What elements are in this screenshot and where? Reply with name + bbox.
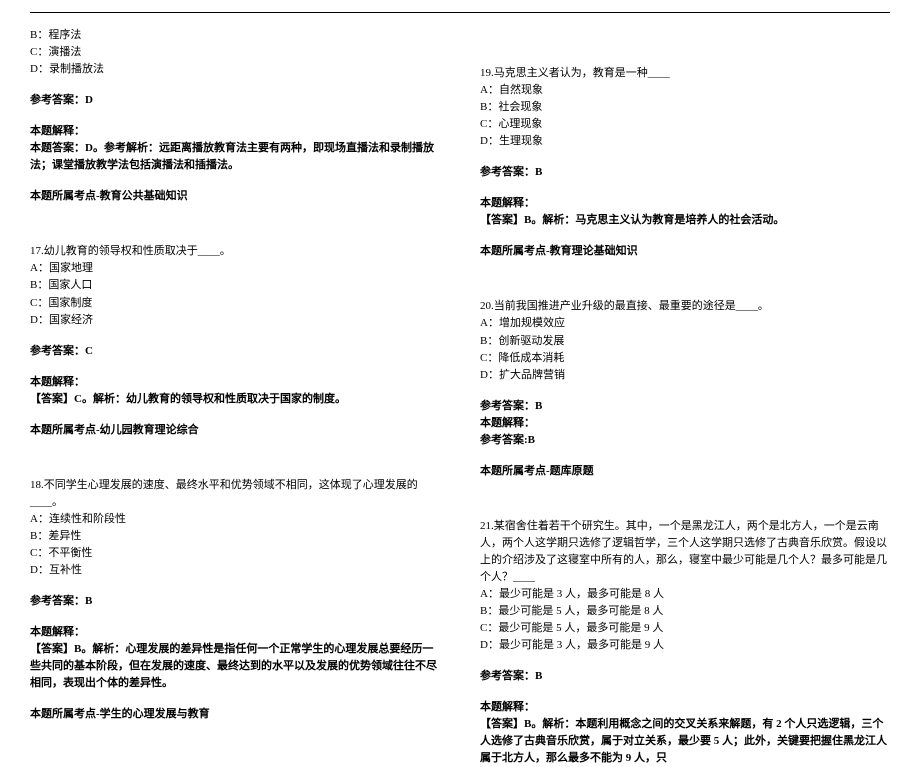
q17-option-b: B：国家人口 [30, 277, 440, 294]
q21-explanation: 本题解释： 【答案】B。解析：本题利用概念之间的交叉关系来解题，有 2 个人只选… [480, 699, 890, 767]
spacer [480, 494, 890, 518]
q21-option-a: A：最少可能是 3 人，最多可能是 8 人 [480, 586, 890, 603]
q20-option-d: D：扩大品牌营销 [480, 367, 890, 384]
two-column-layout: B：程序法 C：演播法 D：录制播放法 参考答案：D 本题解释： 本题答案：D。… [30, 27, 890, 767]
q18-stem: 18.不同学生心理发展的速度、最终水平和优势领域不相同，这体现了心理发展的___… [30, 477, 440, 511]
q17-option-c: C：国家制度 [30, 295, 440, 312]
option-b: B：程序法 [30, 27, 440, 44]
explanation-label: 本题解释： [480, 699, 890, 716]
spacer [30, 453, 440, 477]
q19-option-d: D：生理现象 [480, 133, 890, 150]
q17-point: 本题所属考点-幼儿园教育理论综合 [30, 422, 440, 439]
q20-option-a: A：增加规模效应 [480, 315, 890, 332]
q19-block: 19.马克思主义者认为，教育是一种____ A：自然现象 B：社会现象 C：心理… [480, 65, 890, 150]
q21-answer: 参考答案：B [480, 668, 890, 685]
explanation-text: 【答案】B。解析：心理发展的差异性是指任何一个正常学生的心理发展总要经历一些共同… [30, 641, 440, 692]
explanation-label: 本题解释： [30, 374, 440, 391]
spacer [30, 219, 440, 243]
q18-option-b: B：差异性 [30, 528, 440, 545]
q18-option-d: D：互补性 [30, 562, 440, 579]
q21-option-d: D：最少可能是 3 人，最多可能是 9 人 [480, 637, 890, 654]
option-c: C：演播法 [30, 44, 440, 61]
q19-point: 本题所属考点-教育理论基础知识 [480, 243, 890, 260]
explanation-label: 本题解释： [30, 123, 440, 140]
q19-answer: 参考答案：B [480, 164, 890, 181]
spacer [480, 51, 890, 65]
right-column: 19.马克思主义者认为，教育是一种____ A：自然现象 B：社会现象 C：心理… [480, 27, 890, 767]
q21-option-b: B：最少可能是 5 人，最多可能是 8 人 [480, 603, 890, 620]
q18-option-a: A：连续性和阶段性 [30, 511, 440, 528]
q21-option-c: C：最少可能是 5 人，最多可能是 9 人 [480, 620, 890, 637]
spacer [480, 27, 890, 51]
q18-block: 18.不同学生心理发展的速度、最终水平和优势领域不相同，这体现了心理发展的___… [30, 477, 440, 579]
prev-answer: 参考答案：D [30, 92, 440, 109]
q20-option-c: C：降低成本消耗 [480, 350, 890, 367]
spacer [480, 449, 890, 463]
prev-point: 本题所属考点-教育公共基础知识 [30, 188, 440, 205]
explanation-label: 本题解释： [480, 195, 890, 212]
q20-option-b: B：创新驱动发展 [480, 333, 890, 350]
page-root: B：程序法 C：演播法 D：录制播放法 参考答案：D 本题解释： 本题答案：D。… [0, 0, 920, 651]
q17-explanation: 本题解释： 【答案】C。解析：幼儿教育的领导权和性质取决于国家的制度。 [30, 374, 440, 408]
q21-block: 21.某宿舍住着若干个研究生。其中，一个是黑龙江人，两个是北方人，一个是云南人，… [480, 518, 890, 654]
q17-option-d: D：国家经济 [30, 312, 440, 329]
q20-block: 20.当前我国推进产业升级的最直接、最重要的途径是____。 A：增加规模效应 … [480, 298, 890, 383]
q19-stem: 19.马克思主义者认为，教育是一种____ [480, 65, 890, 82]
prev-explanation: 本题解释： 本题答案：D。参考解析：远距离播放教育法主要有两种，即现场直播法和录… [30, 123, 440, 174]
explanation-text: 【答案】B。解析：本题利用概念之间的交叉关系来解题，有 2 个人只选逻辑，三个人… [480, 716, 890, 767]
q21-stem: 21.某宿舍住着若干个研究生。其中，一个是黑龙江人，两个是北方人，一个是云南人，… [480, 518, 890, 586]
spacer [480, 274, 890, 298]
q19-option-a: A：自然现象 [480, 82, 890, 99]
q19-option-b: B：社会现象 [480, 99, 890, 116]
q20-answer-1: 参考答案：B [480, 398, 890, 415]
option-d: D：录制播放法 [30, 61, 440, 78]
q20-stem: 20.当前我国推进产业升级的最直接、最重要的途径是____。 [480, 298, 890, 315]
q17-option-a: A：国家地理 [30, 260, 440, 277]
q17-stem: 17.幼儿教育的领导权和性质取决于____。 [30, 243, 440, 260]
explanation-text: 【答案】C。解析：幼儿教育的领导权和性质取决于国家的制度。 [30, 391, 440, 408]
q20-answer-2: 参考答案:B [480, 432, 890, 449]
q19-explanation: 本题解释： 【答案】B。解析：马克思主义认为教育是培养人的社会活动。 [480, 195, 890, 229]
explanation-text: 本题答案：D。参考解析：远距离播放教育法主要有两种，即现场直播法和录制播放法；课… [30, 140, 440, 174]
q19-option-c: C：心理现象 [480, 116, 890, 133]
prev-question-tail: B：程序法 C：演播法 D：录制播放法 [30, 27, 440, 78]
q17-answer: 参考答案：C [30, 343, 440, 360]
explanation-text: 【答案】B。解析：马克思主义认为教育是培养人的社会活动。 [480, 212, 890, 229]
q18-option-c: C：不平衡性 [30, 545, 440, 562]
explanation-label: 本题解释： [30, 624, 440, 641]
left-column: B：程序法 C：演播法 D：录制播放法 参考答案：D 本题解释： 本题答案：D。… [30, 27, 440, 767]
q17-block: 17.幼儿教育的领导权和性质取决于____。 A：国家地理 B：国家人口 C：国… [30, 243, 440, 328]
top-rule [30, 12, 890, 13]
q18-point: 本题所属考点-学生的心理发展与教育 [30, 706, 440, 723]
q20-point: 本题所属考点-题库原题 [480, 463, 890, 480]
q20-expl-label: 本题解释： [480, 415, 890, 432]
q18-answer: 参考答案：B [30, 593, 440, 610]
q18-explanation: 本题解释： 【答案】B。解析：心理发展的差异性是指任何一个正常学生的心理发展总要… [30, 624, 440, 692]
